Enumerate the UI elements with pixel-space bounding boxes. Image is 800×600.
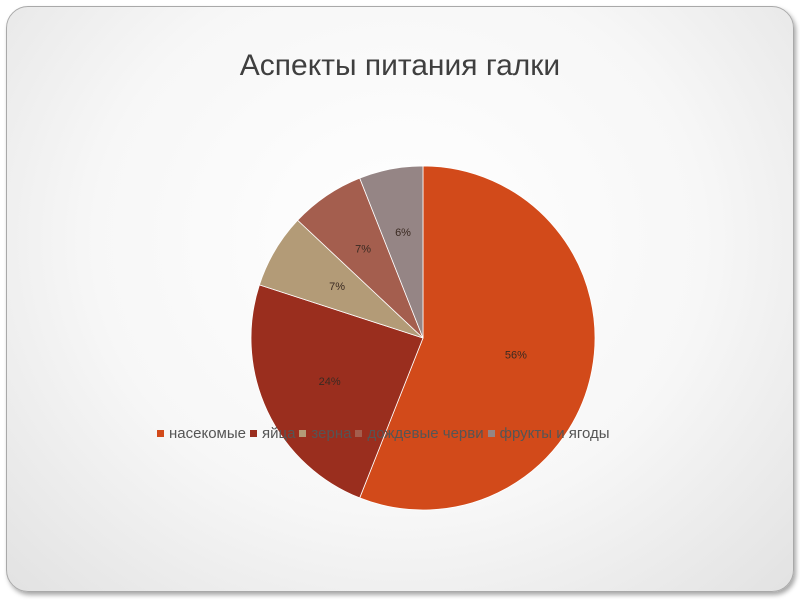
pie-slice-1: [359, 165, 596, 511]
pie-chart: 56% 24% 7% 7% 6%: [250, 165, 596, 511]
slice-data-label-5: 6%: [395, 227, 411, 239]
slice-data-label-3: 7%: [329, 281, 345, 293]
legend-swatch-1: [157, 430, 164, 437]
legend-item-3: зерна: [299, 425, 351, 442]
legend-label-2: яйца: [261, 425, 296, 442]
pie-slice-5: [359, 165, 424, 339]
legend-item-5: фрукты и ягоды: [487, 425, 610, 442]
legend-label-3: зерна: [311, 425, 352, 442]
chart-legend: насекомые яйца зерна дождевые черви фрукты и…: [157, 425, 614, 442]
slide-frame: Аспекты питания галки 56% 24% 7% 7% 6% насек…: [6, 6, 794, 592]
slice-data-label-1: 56%: [505, 350, 527, 362]
slice-data-label-4: 7%: [355, 244, 371, 256]
legend-swatch-3: [299, 430, 307, 437]
legend-swatch-4: [355, 430, 363, 437]
legend-label-4: дождевые черви: [367, 425, 484, 442]
legend-item-4: дождевые черви: [355, 425, 484, 442]
chart-title: Аспекты питания галки: [239, 49, 561, 82]
legend-item-2: яйца: [249, 425, 296, 442]
legend-swatch-5: [487, 430, 495, 437]
pie-slice-2: [250, 284, 424, 499]
legend-item-1: насекомые: [157, 425, 246, 442]
legend-label-1: насекомые: [169, 425, 246, 442]
slice-data-label-2: 24%: [319, 376, 341, 388]
legend-swatch-2: [249, 430, 257, 437]
legend-label-5: фрукты и ягоды: [499, 425, 610, 442]
